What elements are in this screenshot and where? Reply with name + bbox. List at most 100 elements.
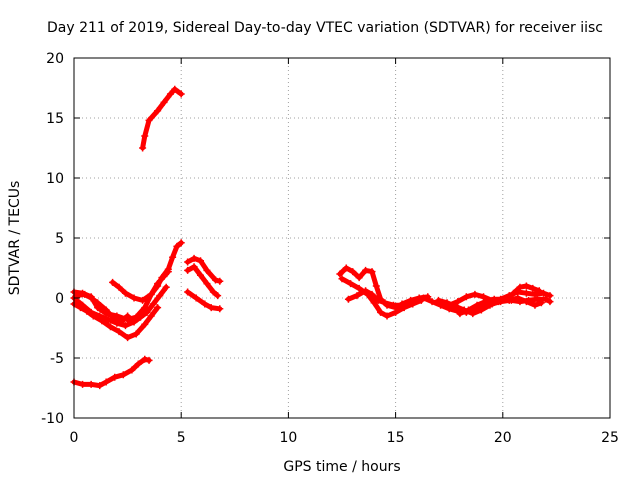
- data-point: [507, 296, 515, 304]
- data-point: [540, 289, 548, 297]
- data-point: [344, 295, 352, 303]
- data-point: [117, 318, 125, 326]
- axis-ticks: [73, 57, 611, 419]
- data-point: [482, 298, 490, 306]
- data-point: [214, 292, 222, 300]
- data-point: [490, 295, 498, 303]
- series-layer: [70, 85, 554, 390]
- data-point: [516, 298, 524, 306]
- x-tick-label: 10: [279, 430, 297, 446]
- data-point: [349, 268, 357, 276]
- x-tick-label: 15: [387, 430, 405, 446]
- data-point: [531, 290, 539, 298]
- y-tick-label: -10: [41, 411, 64, 427]
- data-point: [374, 296, 382, 304]
- data-point: [362, 266, 370, 274]
- data-point: [119, 371, 127, 379]
- y-tick-label: 20: [46, 51, 64, 67]
- data-point: [389, 301, 397, 309]
- data-point: [164, 268, 172, 276]
- data-point: [145, 356, 153, 364]
- series-track-9: [184, 263, 222, 300]
- data-point: [464, 306, 472, 314]
- data-point: [141, 132, 149, 140]
- series-track-17: [456, 295, 554, 318]
- data-point: [368, 290, 376, 298]
- series-track-7: [70, 355, 153, 390]
- data-point: [203, 266, 211, 274]
- data-point: [473, 301, 481, 309]
- data-point: [514, 288, 522, 296]
- data-point: [106, 323, 114, 331]
- data-point: [190, 254, 198, 262]
- data-point: [147, 312, 155, 320]
- data-point: [342, 264, 350, 272]
- data-point: [522, 289, 530, 297]
- data-point: [419, 294, 427, 302]
- data-point: [207, 304, 215, 312]
- data-point: [196, 271, 204, 279]
- data-point: [141, 320, 149, 328]
- data-point: [149, 300, 157, 308]
- data-point: [83, 307, 91, 315]
- data-point: [124, 334, 132, 342]
- data-point: [525, 296, 533, 304]
- data-point: [162, 283, 170, 291]
- data-point: [546, 298, 554, 306]
- data-point: [338, 275, 346, 283]
- data-point: [154, 304, 162, 312]
- data-point: [434, 296, 442, 304]
- data-point: [392, 308, 400, 316]
- x-tick-label: 5: [177, 430, 186, 446]
- data-point: [531, 301, 539, 309]
- data-point: [477, 306, 485, 314]
- data-point: [111, 373, 119, 381]
- y-tick-label: 15: [46, 111, 64, 127]
- data-point: [139, 144, 147, 152]
- data-point: [203, 280, 211, 288]
- y-tick-labels: -10 -5 0 5 10 15 20: [41, 51, 64, 427]
- data-point: [115, 328, 123, 336]
- data-point: [94, 299, 102, 307]
- data-point: [216, 277, 224, 285]
- y-tick-label: 0: [55, 291, 64, 307]
- data-point: [184, 266, 192, 274]
- data-point: [201, 300, 209, 308]
- data-point: [546, 292, 554, 300]
- y-tick-label: -5: [50, 351, 64, 367]
- chart-title: Day 211 of 2019, Sidereal Day-to-day VTE…: [47, 20, 603, 36]
- data-point: [529, 284, 537, 292]
- data-point: [454, 298, 462, 306]
- data-point: [132, 330, 140, 338]
- y-tick-label: 10: [46, 171, 64, 187]
- data-point: [154, 280, 162, 288]
- data-point: [196, 257, 204, 265]
- data-point: [177, 90, 185, 98]
- data-point: [124, 312, 132, 320]
- data-point: [407, 300, 415, 308]
- x-tick-label: 0: [70, 430, 79, 446]
- data-point: [102, 378, 110, 386]
- data-point: [160, 98, 168, 106]
- data-point: [141, 304, 149, 312]
- data-point: [469, 310, 477, 318]
- data-point: [143, 308, 151, 316]
- data-point: [177, 239, 185, 247]
- data-point: [160, 272, 168, 280]
- data-point: [154, 107, 162, 115]
- data-point: [89, 312, 97, 320]
- data-point: [115, 283, 123, 291]
- series-track-1: [139, 85, 185, 152]
- data-point: [190, 263, 198, 271]
- data-point: [372, 282, 380, 290]
- data-point: [145, 116, 153, 124]
- data-point: [156, 292, 164, 300]
- data-point: [542, 295, 550, 303]
- series-track-10: [184, 288, 224, 313]
- data-point: [368, 268, 376, 276]
- data-point: [96, 382, 104, 390]
- data-point: [462, 293, 470, 301]
- data-point: [184, 258, 192, 266]
- data-point: [480, 293, 488, 301]
- y-axis-label: SDTVAR / TECUs: [7, 181, 23, 296]
